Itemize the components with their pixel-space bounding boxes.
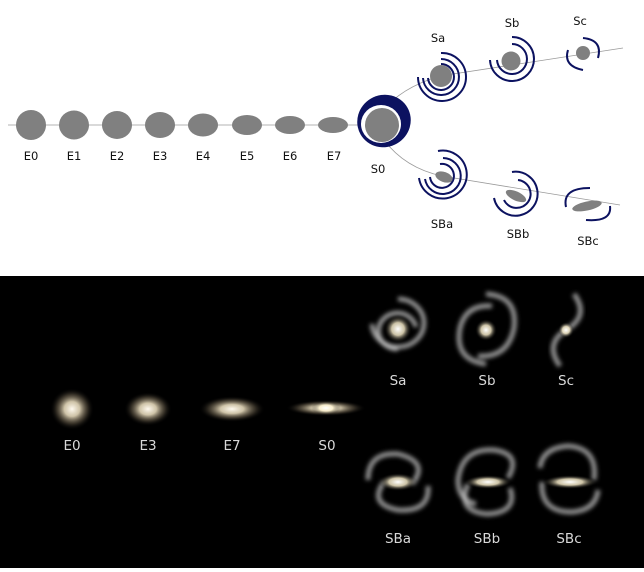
photo-label-E3: E3 (139, 438, 156, 454)
label-SBb: SBb (507, 227, 530, 241)
label-Sb: Sb (505, 16, 520, 30)
galaxy-E3-shape (145, 112, 175, 138)
barred-spiral-branch-line (383, 139, 621, 206)
photo-E3-galaxy (124, 392, 172, 426)
label-E6: E6 (283, 149, 298, 163)
photo-S0-galaxy (286, 400, 366, 416)
galaxy-photo-sequence: E0 E3 E7 S0 Sa Sb Sc SBa SBb SBc (50, 291, 601, 547)
label-E3: E3 (153, 149, 168, 163)
photo-E7-galaxy (199, 396, 265, 422)
galaxy-E5-shape (232, 115, 262, 135)
photo-E0-galaxy (50, 388, 94, 430)
galaxy-SBa-shape (418, 149, 468, 200)
photo-label-Sc: Sc (558, 373, 574, 389)
photo-label-SBc: SBc (556, 531, 581, 547)
photo-SBa-galaxy (365, 451, 431, 513)
label-E1: E1 (67, 149, 82, 163)
schematic-panel: E0 E1 E2 E3 E4 E5 E6 E7 S0 Sa Sb Sc SBa … (0, 0, 644, 276)
photo-label-SBa: SBa (385, 531, 411, 547)
hubble-tuning-fork-schematic: E0 E1 E2 E3 E4 E5 E6 E7 S0 Sa Sb Sc SBa … (8, 14, 624, 248)
photo-SBc-galaxy (537, 443, 601, 515)
galaxy-Sa-shape (417, 51, 467, 102)
label-Sa: Sa (431, 31, 445, 45)
photo-label-E0: E0 (63, 438, 80, 454)
label-Sc: Sc (573, 14, 587, 28)
photo-SBb-galaxy (455, 447, 516, 517)
photo-label-Sa: Sa (390, 373, 407, 389)
galaxy-Sc-shape (566, 37, 600, 71)
photo-Sa-galaxy (369, 296, 427, 352)
label-E5: E5 (240, 149, 255, 163)
label-E2: E2 (110, 149, 125, 163)
photo-label-SBb: SBb (474, 531, 500, 547)
label-S0: S0 (371, 162, 386, 176)
galaxy-SBb-shape (493, 170, 539, 217)
label-SBa: SBa (431, 217, 453, 231)
galaxy-E7-shape (318, 117, 348, 133)
galaxy-E2-shape (102, 111, 132, 139)
photo-label-E7: E7 (223, 438, 240, 454)
photographic-panel: E0 E3 E7 S0 Sa Sb Sc SBa SBb SBc (0, 276, 644, 568)
label-E0: E0 (24, 149, 39, 163)
photo-Sc-galaxy (550, 292, 583, 368)
photo-label-Sb: Sb (478, 373, 495, 389)
photo-Sb-galaxy (456, 291, 517, 367)
galaxy-E4-shape (188, 113, 218, 137)
galaxy-SBc-shape (564, 187, 612, 222)
galaxy-S0-shape (357, 94, 411, 148)
galaxy-E0-shape (16, 110, 46, 140)
galaxy-E1-shape (59, 110, 89, 140)
label-SBc: SBc (577, 234, 599, 248)
label-E7: E7 (327, 149, 342, 163)
galaxy-Sb-shape (489, 36, 535, 82)
photo-label-S0: S0 (318, 438, 335, 454)
label-E4: E4 (196, 149, 211, 163)
galaxy-E6-shape (275, 116, 305, 134)
